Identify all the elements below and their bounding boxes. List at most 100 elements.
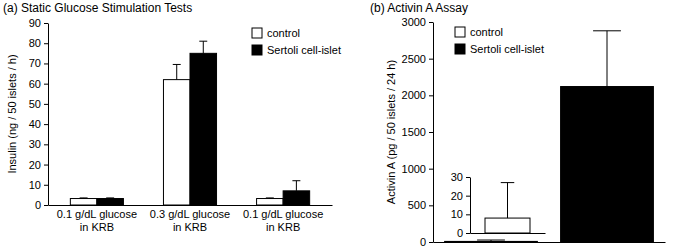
y-tick: 30	[29, 138, 48, 150]
y-tick-mark	[466, 196, 470, 197]
plot-marks	[485, 183, 530, 233]
bar	[70, 199, 97, 205]
legend-swatch	[455, 27, 465, 37]
bar	[190, 53, 217, 205]
y-axis-label: Insulin (ng / 50 islets / h)	[6, 54, 18, 173]
x-axis-line	[434, 242, 666, 243]
y-tick-label: 2000	[402, 89, 426, 101]
chart-2: 0 10 20 30	[451, 171, 546, 239]
chart-root: (a) Static Glucose Stimulation Tests Insu…	[0, 0, 677, 249]
y-tick: 0	[457, 227, 470, 239]
y-tick: 40	[29, 118, 48, 130]
y-tick: 2000	[402, 89, 433, 101]
y-tick-mark	[429, 22, 433, 23]
y-tick-mark	[44, 185, 48, 186]
bar	[163, 80, 190, 205]
legend-swatch	[252, 28, 262, 38]
y-tick-label: 2500	[402, 53, 426, 65]
legend-entry: Sertoli cell-islet	[252, 44, 341, 56]
y-tick: 500	[408, 199, 433, 211]
y-tick: 20	[29, 159, 48, 171]
y-tick: 0	[420, 236, 433, 248]
legend: control Sertoli cell-islet	[455, 26, 544, 55]
y-tick-label: 50	[29, 98, 41, 110]
y-tick: 20	[451, 190, 470, 202]
legend-entry: Sertoli cell-islet	[455, 43, 544, 55]
y-tick: 50	[29, 98, 48, 110]
y-axis-label: Activin A (pg / 50 islets / 24 h)	[385, 60, 397, 204]
x-axis-line	[49, 205, 333, 206]
y-tick-label: 20	[451, 190, 463, 202]
y-tick: 1000	[402, 163, 433, 175]
error-cap	[80, 197, 88, 198]
y-tick-mark	[44, 23, 48, 24]
y-tick-mark	[44, 104, 48, 105]
y-tick-mark	[44, 144, 48, 145]
bar	[485, 218, 530, 233]
y-tick: 60	[29, 78, 48, 90]
y-tick-mark	[466, 214, 470, 215]
x-tick-label-line: 0.1 g/dL glucose	[57, 208, 137, 220]
y-tick-label: 70	[29, 57, 41, 69]
chart-title: (a) Static Glucose Stimulation Tests	[3, 1, 192, 15]
legend: control Sertoli cell-islet	[252, 27, 341, 56]
error-cap	[173, 64, 181, 65]
y-tick: 1500	[402, 126, 433, 138]
y-axis: 0 10 20 30	[451, 171, 471, 239]
plot-marks	[70, 41, 309, 205]
y-tick-label: 30	[29, 138, 41, 150]
y-tick-label: 0	[457, 227, 463, 239]
error-cap	[501, 182, 515, 183]
y-tick: 2500	[402, 53, 433, 65]
y-tick-label: 0	[420, 236, 426, 248]
legend-label: control	[267, 27, 300, 39]
y-tick-mark	[44, 124, 48, 125]
y-tick-mark	[429, 169, 433, 170]
x-tick: 0.1 g/dL glucosein KRB	[243, 205, 323, 233]
plot-marks	[445, 31, 654, 242]
y-tick-mark	[429, 59, 433, 60]
x-tick-label-line: 0.1 g/dL glucose	[243, 208, 323, 220]
y-tick-label: 500	[408, 199, 426, 211]
y-tick-mark	[44, 84, 48, 85]
y-axis-line	[433, 23, 434, 243]
x-axis: 0.1 g/dL glucosein KRB0.3 g/dL glucosein…	[49, 205, 333, 233]
y-tick-mark	[44, 63, 48, 64]
y-tick: 30	[451, 171, 470, 183]
x-tick-label-line: in KRB	[173, 221, 207, 233]
x-tick: 0.1 g/dL glucosein KRB	[57, 205, 137, 233]
y-tick: 3000	[402, 16, 433, 28]
x-tick-label: 0.1 g/dL glucosein KRB	[243, 208, 323, 233]
y-tick: 0	[35, 199, 48, 211]
bar	[445, 241, 538, 242]
y-tick: 80	[29, 37, 48, 49]
y-axis: 0102030405060708090	[29, 17, 49, 211]
x-tick-label-line: in KRB	[80, 221, 114, 233]
y-tick-label: 10	[451, 208, 463, 220]
y-axis-line	[48, 24, 49, 206]
error-cap	[106, 197, 114, 198]
legend-label: Sertoli cell-islet	[267, 44, 341, 56]
y-tick-mark	[44, 205, 48, 206]
error-cap	[477, 240, 505, 241]
legend-entry: control	[252, 27, 300, 39]
y-tick-mark	[466, 177, 470, 178]
x-axis	[434, 242, 666, 244]
y-tick: 90	[29, 17, 48, 29]
bar	[97, 199, 124, 205]
x-axis	[471, 233, 546, 235]
error-bar	[296, 181, 297, 191]
x-tick-label: 0.1 g/dL glucosein KRB	[57, 208, 137, 233]
y-tick-label: 20	[29, 159, 41, 171]
y-tick-mark	[466, 233, 470, 234]
x-tick-label-line: in KRB	[266, 221, 300, 233]
legend-entry: control	[455, 26, 503, 38]
y-tick-mark	[429, 205, 433, 206]
chart-title: (b) Activin A Assay	[370, 1, 468, 15]
error-bar	[607, 31, 608, 87]
error-cap	[199, 41, 207, 42]
error-bar	[203, 41, 204, 53]
y-tick-mark	[429, 132, 433, 133]
y-tick-label: 0	[35, 199, 41, 211]
y-tick-mark	[44, 43, 48, 44]
